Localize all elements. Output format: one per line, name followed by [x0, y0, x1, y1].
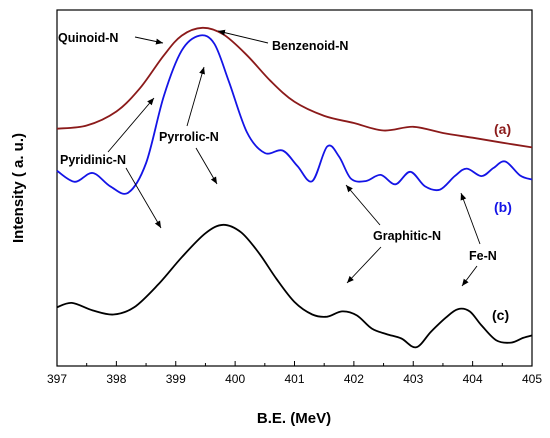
series-b-line: [56, 34, 533, 195]
x-tick-label: 402: [344, 372, 364, 386]
x-tick-label: 400: [225, 372, 245, 386]
series-label-b: (b): [494, 199, 512, 215]
arrow-pyrrolic-down: [195, 147, 218, 185]
x-tick-label: 397: [47, 372, 67, 386]
series-label-c: (c): [492, 307, 509, 323]
series-a-line: [56, 26, 533, 149]
arrow-fen-up: [460, 192, 481, 245]
plot-frame: [56, 9, 533, 367]
annotation-benzenoid-label: Benzenoid-N: [272, 39, 348, 53]
arrow-quinoid: [134, 36, 164, 45]
series-lines: [56, 26, 533, 349]
arrow-fen-down: [461, 265, 478, 287]
annotation-graphitic-label: Graphitic-N: [373, 229, 441, 243]
annotation-arrows: [107, 29, 481, 287]
arrow-benzenoid: [217, 29, 269, 44]
x-tick-label: 398: [106, 372, 126, 386]
y-axis-title: Intensity ( a. u.): [10, 133, 27, 243]
x-tick-label: 404: [463, 372, 483, 386]
annotation-pyridinic-label: Pyridinic-N: [60, 153, 126, 167]
arrow-pyrrolic-up: [186, 66, 205, 127]
series-c-line: [56, 223, 533, 349]
annotation-quinoid-label: Quinoid-N: [58, 31, 118, 45]
x-axis-title: B.E. (MeV): [257, 410, 331, 427]
series-label-a: (a): [494, 121, 511, 137]
arrow-pyridinic-down: [125, 167, 162, 229]
arrow-pyridinic-up: [107, 97, 155, 153]
annotation-pyrrolic-label: Pyrrolic-N: [159, 130, 219, 144]
arrow-graphitic-up: [345, 184, 381, 226]
arrow-graphitic-down: [346, 246, 382, 284]
x-tick-label: 401: [284, 372, 304, 386]
x-tick-label: 405: [522, 372, 542, 386]
x-tick-label: 403: [403, 372, 423, 386]
annotation-fen-label: Fe-N: [469, 249, 497, 263]
x-tick-label: 399: [166, 372, 186, 386]
x-axis-ticks: 397 398 399 400 401 402 403 404 405: [47, 361, 542, 386]
